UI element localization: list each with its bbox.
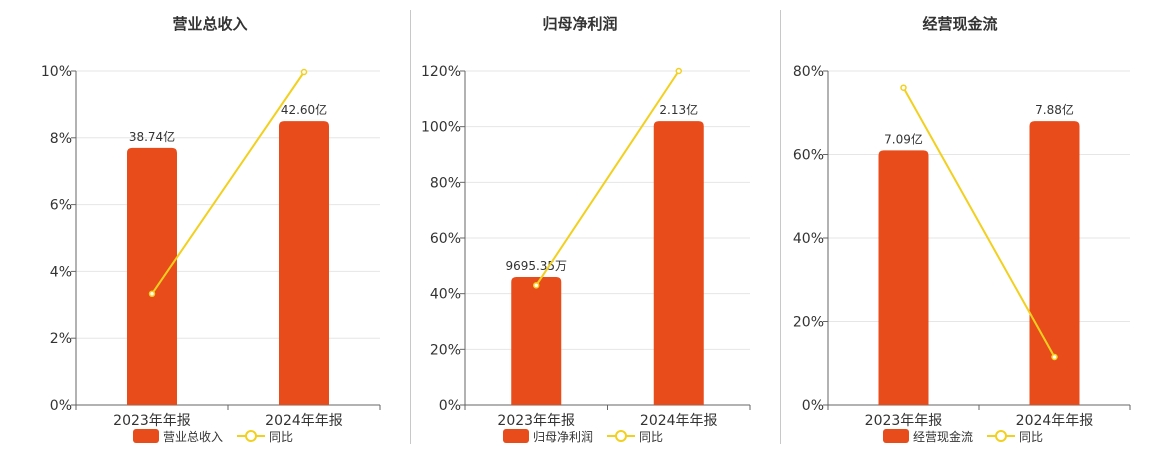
bar-data-label: 7.09亿 bbox=[884, 131, 923, 146]
bar-data-label: 42.60亿 bbox=[281, 102, 327, 117]
yoy-point bbox=[900, 84, 907, 91]
legend-bar-swatch bbox=[503, 429, 529, 443]
bar-data-label: 7.88亿 bbox=[1035, 102, 1074, 117]
bar bbox=[878, 150, 929, 405]
legend-bar-label: 经营现金流 bbox=[913, 429, 973, 444]
legend-line-label: 同比 bbox=[639, 430, 663, 444]
chart-revenue: 营业总收入 0% 2% 4% 6% 8% 10% 38.74亿 2023年年报 42.60亿 202… bbox=[41, 15, 381, 444]
yoy-point bbox=[300, 68, 308, 76]
legend-line-marker bbox=[245, 430, 257, 442]
y-tick-label: 40% bbox=[793, 231, 824, 247]
yoy-point bbox=[675, 67, 682, 75]
x-category-label: 2023年年报 bbox=[497, 413, 575, 429]
yoy-line bbox=[151, 71, 305, 295]
divider-2 bbox=[780, 10, 781, 444]
legend-line-marker bbox=[615, 430, 627, 442]
divider-1 bbox=[410, 10, 411, 444]
bar bbox=[127, 147, 177, 405]
bar bbox=[653, 121, 704, 405]
yoy-point bbox=[148, 290, 156, 298]
legend-bar-label: 归母净利润 bbox=[533, 430, 593, 444]
chart-title: 归母净利润 bbox=[542, 15, 617, 33]
y-tick-label: 20% bbox=[430, 342, 461, 358]
x-category-label: 2023年年报 bbox=[865, 413, 943, 429]
yoy-point bbox=[1051, 353, 1058, 361]
chart-title: 经营现金流 bbox=[922, 15, 997, 33]
y-tick-label: 60% bbox=[793, 148, 824, 164]
bar-data-label: 38.74亿 bbox=[129, 129, 175, 144]
y-tick-label: 20% bbox=[793, 315, 824, 331]
y-tick-label: 0% bbox=[802, 398, 824, 414]
y-tick-label: 8% bbox=[50, 131, 72, 147]
chart-net-profit: 归母净利润 0% 20% 40% 60% 80% 100% 120% 9695.35万 2023年… bbox=[421, 15, 751, 444]
y-tick-label: 0% bbox=[50, 398, 72, 414]
x-category-label: 2024年年报 bbox=[265, 413, 343, 429]
yoy-line bbox=[902, 87, 1056, 358]
bar bbox=[1029, 121, 1080, 405]
legend-bar-swatch bbox=[883, 429, 909, 443]
y-tick-label: 120% bbox=[421, 64, 461, 80]
bar bbox=[511, 276, 562, 405]
legend-bar-label: 营业总收入 bbox=[163, 430, 223, 444]
y-tick-label: 80% bbox=[430, 175, 461, 191]
x-category-label: 2023年年报 bbox=[113, 413, 191, 429]
legend-line-label: 同比 bbox=[269, 430, 293, 444]
y-tick-label: 4% bbox=[50, 264, 72, 280]
chart-title: 营业总收入 bbox=[172, 15, 247, 33]
legend-bar-swatch bbox=[133, 429, 159, 443]
yoy-point bbox=[533, 282, 540, 289]
y-tick-label: 100% bbox=[421, 120, 461, 136]
y-tick-label: 6% bbox=[50, 198, 72, 214]
y-tick-label: 10% bbox=[41, 64, 72, 80]
x-category-label: 2024年年报 bbox=[640, 413, 718, 429]
y-tick-label: 2% bbox=[50, 331, 72, 347]
y-tick-label: 40% bbox=[430, 287, 461, 303]
bar-data-label: 9695.35万 bbox=[505, 259, 567, 273]
chart-operating-cashflow: 经营现金流 0% 20% 40% 60% 80% 7.09亿 2023年年报 7.88亿 2024… bbox=[793, 15, 1131, 444]
bar bbox=[279, 121, 329, 405]
legend-line-marker bbox=[995, 430, 1007, 442]
bar-data-label: 2.13亿 bbox=[659, 102, 698, 117]
x-category-label: 2024年年报 bbox=[1016, 413, 1094, 429]
y-tick-label: 0% bbox=[439, 398, 461, 414]
y-tick-label: 80% bbox=[793, 64, 824, 80]
legend-line-label: 同比 bbox=[1019, 430, 1043, 444]
yoy-line bbox=[535, 70, 680, 286]
y-tick-label: 60% bbox=[430, 231, 461, 247]
